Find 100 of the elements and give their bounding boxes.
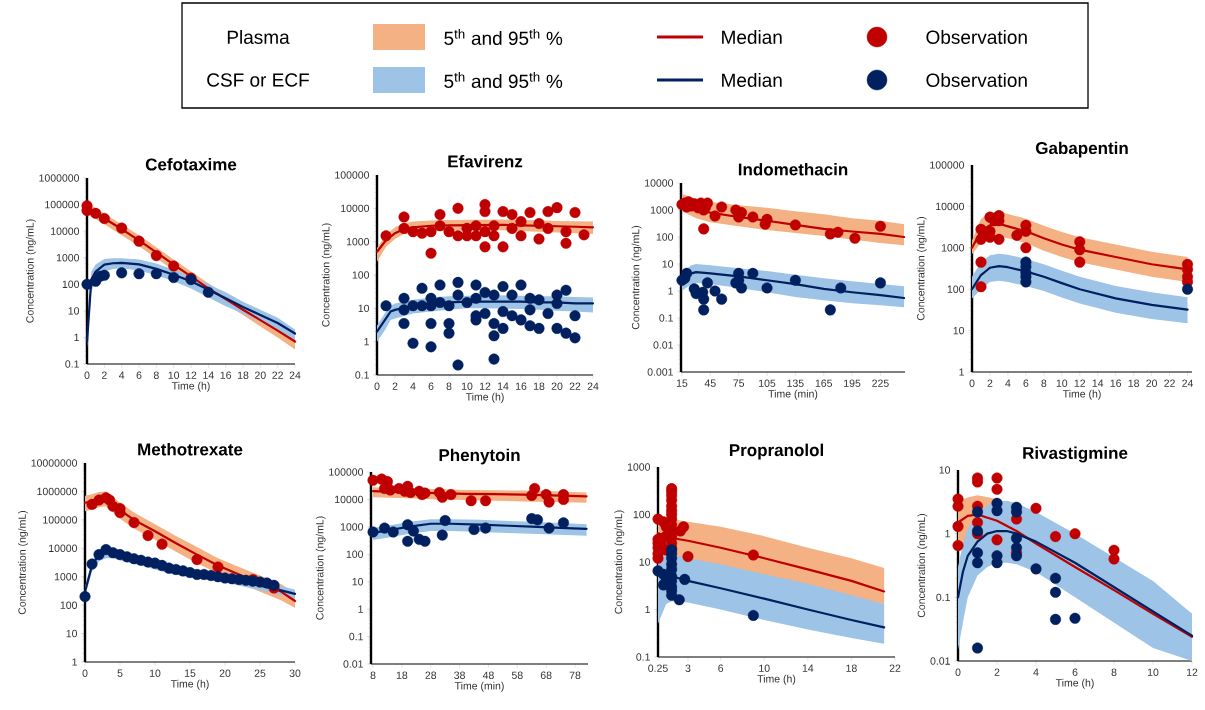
x-tick-label: 48 bbox=[482, 671, 494, 679]
x-tick-label: 105 bbox=[759, 379, 776, 387]
x-axis-title: Time (min) bbox=[454, 681, 504, 692]
x-tick-label: 4 bbox=[1033, 668, 1039, 676]
y-tick-label: 10 bbox=[662, 260, 674, 268]
x-tick-label: 14 bbox=[497, 382, 509, 390]
x-tick-label: 20 bbox=[219, 669, 231, 677]
y-tick-label: 10000 bbox=[341, 204, 370, 213]
x-tick-label: 6 bbox=[136, 371, 142, 379]
chart-title: Cefotaxime bbox=[145, 158, 237, 171]
text: CSF or ECF bbox=[207, 73, 309, 87]
x-tick-label: 38 bbox=[454, 671, 465, 679]
y-tick-label: 100 bbox=[60, 601, 78, 609]
x-tick-label: 18 bbox=[237, 371, 249, 379]
y-tick-label: 100 bbox=[346, 550, 364, 559]
x-tick-label: 28 bbox=[425, 671, 437, 679]
x-tick-label: 6 bbox=[1072, 668, 1078, 676]
x-tick-label: 5 bbox=[117, 669, 123, 677]
x-tick-label: 8 bbox=[446, 382, 452, 390]
x-tick-label: 45 bbox=[704, 379, 716, 387]
x-tick-label: 10 bbox=[1147, 668, 1159, 676]
y-tick-label: 1 bbox=[668, 287, 673, 295]
text: Plasma bbox=[227, 30, 290, 44]
y-tick-label: 10000 bbox=[51, 227, 80, 235]
x-tick-label: 135 bbox=[787, 379, 804, 387]
x-tick-label: 0 bbox=[969, 379, 975, 387]
x-tick-label: 10 bbox=[759, 664, 770, 672]
x-axis-title: Time (h) bbox=[1055, 678, 1094, 689]
legend-label: Median bbox=[722, 30, 782, 44]
x-tick-label: 4 bbox=[1005, 379, 1011, 387]
x-tick-label: 2 bbox=[392, 382, 398, 390]
y-tick-label: 100000 bbox=[45, 200, 80, 209]
x-tick-label: 0.25 bbox=[648, 664, 668, 672]
y-tick-label: 10 bbox=[352, 578, 364, 586]
x-axis-title: Time (min) bbox=[768, 389, 818, 400]
x-tick-label: 22 bbox=[569, 382, 581, 390]
y-tick-label: 10 bbox=[66, 629, 78, 638]
x-tick-label: 18 bbox=[1128, 379, 1140, 387]
y-tick-label: 10000000 bbox=[31, 459, 78, 467]
x-tick-label: 16 bbox=[515, 382, 527, 390]
chart-title: Phenytoin bbox=[439, 448, 520, 465]
x-tick-label: 8 bbox=[370, 671, 376, 679]
y-axis-title: Concentration (ng/mL) bbox=[631, 225, 642, 330]
y-tick-label: 1 bbox=[358, 605, 363, 613]
chart-title: Rivastigmine bbox=[1023, 446, 1128, 463]
x-tick-label: 14 bbox=[1092, 379, 1104, 387]
y-tick-label: 1000 bbox=[346, 237, 370, 246]
y-tick-label: 0.1 bbox=[349, 632, 363, 641]
y-tick-label: 100 bbox=[633, 510, 651, 519]
y-tick-label: 100 bbox=[656, 233, 674, 241]
y-tick-label: 1 bbox=[364, 338, 369, 346]
x-tick-label: 20 bbox=[551, 382, 563, 390]
x-tick-label: 12 bbox=[479, 382, 491, 390]
y-tick-label: 1 bbox=[945, 530, 950, 538]
x-tick-label: 12 bbox=[1074, 379, 1086, 387]
x-tick-label: 12 bbox=[185, 371, 197, 379]
x-tick-label: 10 bbox=[168, 371, 180, 379]
y-tick-label: 1 bbox=[645, 605, 650, 614]
text: 5$^{th}$ and 95$^{th}$ % bbox=[444, 28, 563, 46]
x-tick-label: 24 bbox=[1182, 379, 1194, 387]
y-tick-label: 1000 bbox=[941, 244, 965, 252]
x-tick-label: 3 bbox=[685, 664, 691, 672]
y-tick-label: 0.1 bbox=[659, 314, 673, 322]
x-axis-title: Time (h) bbox=[465, 392, 504, 403]
x-tick-label: 8 bbox=[1041, 379, 1047, 387]
x-tick-label: 58 bbox=[511, 671, 523, 679]
x-tick-label: 12 bbox=[1186, 668, 1198, 676]
x-tick-label: 15 bbox=[676, 379, 688, 387]
x-tick-label: 18 bbox=[846, 664, 857, 672]
x-tick-label: 22 bbox=[1164, 379, 1175, 387]
y-tick-label: 0.1 bbox=[636, 653, 650, 661]
y-axis-title: Concentration (ng/mL) bbox=[321, 223, 332, 327]
y-tick-label: 10 bbox=[953, 326, 965, 335]
x-tick-label: 24 bbox=[289, 371, 301, 379]
chart-title: Methotrexate bbox=[138, 443, 243, 456]
y-tick-label: 1000000 bbox=[39, 174, 80, 182]
y-axis-title: Concentration (ng/mL) bbox=[25, 219, 36, 323]
y-tick-label: 100000 bbox=[930, 161, 965, 169]
x-axis-title: Time (h) bbox=[757, 674, 796, 685]
y-tick-label: 0.1 bbox=[65, 360, 79, 368]
x-tick-label: 165 bbox=[815, 379, 833, 387]
x-tick-label: 16 bbox=[1110, 379, 1122, 387]
chart-title: Efavirenz bbox=[448, 155, 523, 168]
y-tick-label: 0.001 bbox=[647, 368, 673, 376]
x-tick-label: 14 bbox=[802, 664, 814, 672]
x-tick-label: 25 bbox=[254, 669, 266, 677]
x-tick-label: 8 bbox=[153, 371, 159, 379]
x-axis-title: Time (h) bbox=[1062, 389, 1101, 400]
x-axis-title: Time (h) bbox=[171, 381, 210, 392]
y-tick-label: 100 bbox=[947, 285, 965, 293]
x-tick-label: 6 bbox=[428, 382, 434, 390]
y-tick-label: 1 bbox=[74, 333, 79, 342]
x-tick-label: 6 bbox=[1023, 379, 1029, 387]
x-tick-label: 10 bbox=[461, 382, 473, 390]
x-tick-label: 68 bbox=[540, 671, 552, 679]
y-tick-label: 100000 bbox=[329, 468, 364, 476]
x-tick-label: 195 bbox=[844, 379, 861, 387]
x-tick-label: 225 bbox=[872, 379, 889, 387]
y-axis-title: Concentration (ng/mL) bbox=[916, 216, 927, 321]
x-tick-label: 15 bbox=[184, 669, 196, 677]
